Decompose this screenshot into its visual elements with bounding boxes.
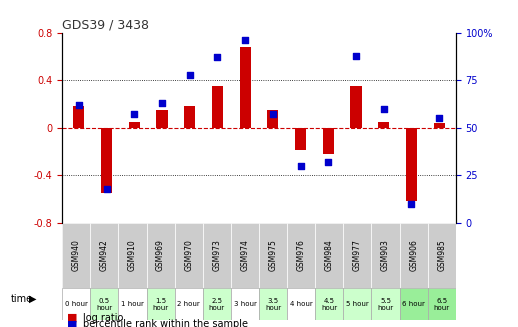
- Point: [324, 159, 333, 164]
- Point: [435, 116, 443, 121]
- Point: [241, 38, 249, 43]
- Text: 0 hour: 0 hour: [65, 301, 88, 307]
- Point: [103, 186, 111, 191]
- FancyBboxPatch shape: [315, 288, 343, 320]
- FancyBboxPatch shape: [259, 223, 287, 288]
- FancyBboxPatch shape: [343, 288, 371, 320]
- Text: GSM977: GSM977: [353, 239, 362, 271]
- FancyBboxPatch shape: [147, 223, 175, 288]
- FancyBboxPatch shape: [203, 288, 231, 320]
- FancyBboxPatch shape: [371, 288, 399, 320]
- FancyBboxPatch shape: [119, 223, 147, 288]
- Text: GSM906: GSM906: [409, 239, 418, 271]
- Text: 2 hour: 2 hour: [177, 301, 200, 307]
- Text: GSM970: GSM970: [184, 239, 193, 271]
- Point: [75, 102, 83, 108]
- Text: GSM985: GSM985: [437, 239, 447, 271]
- Text: GSM942: GSM942: [100, 239, 109, 271]
- Text: percentile rank within the sample: percentile rank within the sample: [83, 319, 248, 327]
- FancyBboxPatch shape: [287, 223, 315, 288]
- FancyBboxPatch shape: [259, 288, 287, 320]
- Bar: [267, 110, 278, 128]
- FancyBboxPatch shape: [62, 223, 90, 288]
- Point: [296, 163, 305, 168]
- FancyBboxPatch shape: [90, 223, 119, 288]
- Text: GSM910: GSM910: [128, 239, 137, 271]
- Text: 4 hour: 4 hour: [290, 301, 312, 307]
- FancyBboxPatch shape: [287, 288, 315, 320]
- FancyBboxPatch shape: [428, 288, 456, 320]
- Text: GSM975: GSM975: [268, 239, 278, 271]
- FancyBboxPatch shape: [231, 288, 259, 320]
- Bar: [212, 86, 223, 128]
- Point: [213, 55, 222, 60]
- Text: ■: ■: [67, 313, 78, 323]
- FancyBboxPatch shape: [175, 223, 203, 288]
- Point: [185, 72, 194, 77]
- Point: [158, 100, 166, 106]
- Text: GSM940: GSM940: [71, 239, 81, 271]
- Point: [407, 201, 415, 206]
- Text: 1.5
hour: 1.5 hour: [152, 298, 169, 311]
- Bar: [434, 123, 445, 128]
- FancyBboxPatch shape: [175, 288, 203, 320]
- Bar: [406, 128, 417, 201]
- Text: GSM969: GSM969: [156, 239, 165, 271]
- Bar: [323, 128, 334, 154]
- Text: log ratio: log ratio: [83, 313, 123, 323]
- FancyBboxPatch shape: [147, 288, 175, 320]
- Text: 3.5
hour: 3.5 hour: [265, 298, 281, 311]
- Text: GSM984: GSM984: [325, 239, 334, 271]
- FancyBboxPatch shape: [62, 288, 90, 320]
- Text: GSM976: GSM976: [297, 239, 306, 271]
- Text: 1 hour: 1 hour: [121, 301, 144, 307]
- FancyBboxPatch shape: [371, 223, 399, 288]
- Bar: [101, 128, 112, 193]
- Text: 5 hour: 5 hour: [346, 301, 369, 307]
- Bar: [295, 128, 306, 150]
- Text: GSM903: GSM903: [381, 239, 390, 271]
- Text: 4.5
hour: 4.5 hour: [321, 298, 337, 311]
- Bar: [378, 122, 390, 128]
- Point: [380, 106, 388, 111]
- FancyBboxPatch shape: [231, 223, 259, 288]
- FancyBboxPatch shape: [119, 288, 147, 320]
- FancyBboxPatch shape: [343, 223, 371, 288]
- Text: time: time: [10, 294, 33, 304]
- Bar: [156, 110, 167, 128]
- Bar: [73, 106, 84, 128]
- Point: [269, 112, 277, 117]
- Text: 0.5
hour: 0.5 hour: [96, 298, 112, 311]
- Text: 6 hour: 6 hour: [402, 301, 425, 307]
- Text: GSM973: GSM973: [212, 239, 221, 271]
- Bar: [351, 86, 362, 128]
- FancyBboxPatch shape: [428, 223, 456, 288]
- FancyBboxPatch shape: [399, 223, 428, 288]
- Bar: [128, 122, 140, 128]
- Text: GDS39 / 3438: GDS39 / 3438: [62, 19, 149, 31]
- FancyBboxPatch shape: [203, 223, 231, 288]
- Text: 2.5
hour: 2.5 hour: [209, 298, 225, 311]
- Bar: [184, 106, 195, 128]
- Text: ▶: ▶: [28, 294, 36, 304]
- Text: 5.5
hour: 5.5 hour: [378, 298, 394, 311]
- FancyBboxPatch shape: [90, 288, 119, 320]
- FancyBboxPatch shape: [399, 288, 428, 320]
- Text: GSM974: GSM974: [240, 239, 250, 271]
- FancyBboxPatch shape: [315, 223, 343, 288]
- Text: 6.5
hour: 6.5 hour: [434, 298, 450, 311]
- Text: ■: ■: [67, 319, 78, 327]
- Point: [130, 112, 138, 117]
- Bar: [240, 47, 251, 128]
- Text: 3 hour: 3 hour: [234, 301, 256, 307]
- Point: [352, 53, 360, 58]
